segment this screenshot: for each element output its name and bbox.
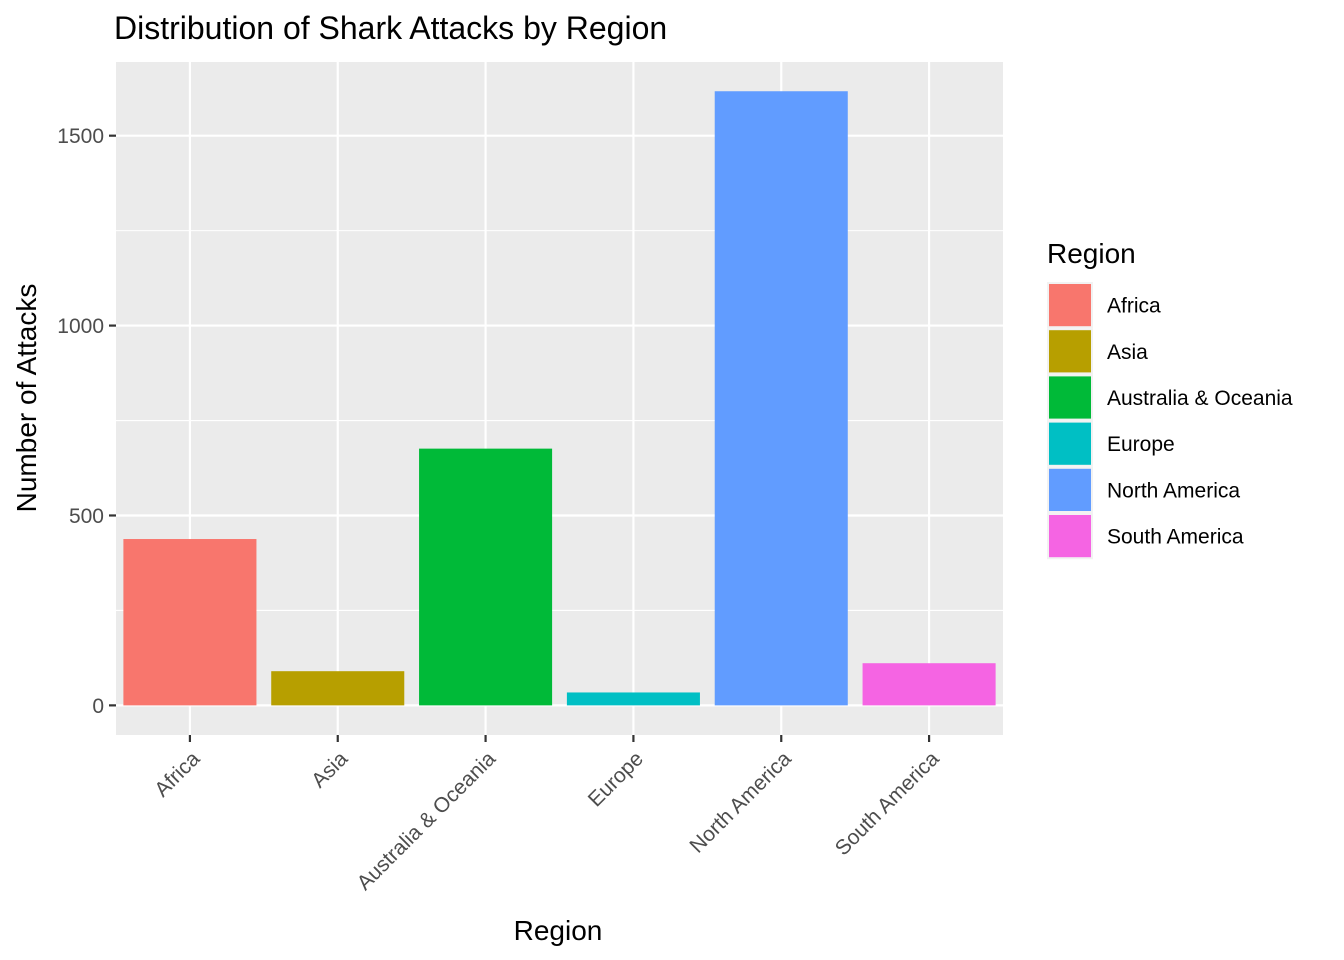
- legend-swatch: [1049, 284, 1091, 327]
- x-tick-label: Africa: [150, 747, 204, 801]
- y-tick-label: 500: [69, 505, 104, 528]
- x-tick-label: South America: [831, 747, 944, 860]
- bar-australia-oceania: [419, 448, 553, 706]
- bar-asia: [271, 671, 405, 706]
- plot-panel: [116, 62, 1003, 735]
- x-axis-title: Region: [514, 915, 603, 946]
- legend-swatch: [1049, 515, 1091, 558]
- x-tick-label: Australia & Oceania: [353, 747, 501, 895]
- x-tick-label: Asia: [307, 747, 352, 792]
- legend-swatch: [1049, 422, 1091, 465]
- y-axis: 0 500 1000 1500: [57, 125, 116, 718]
- legend-title: Region: [1047, 238, 1136, 269]
- legend-items: Africa Asia Australia & Oceania Europe North…: [1047, 282, 1293, 560]
- y-axis-title: Number of Attacks: [11, 284, 42, 513]
- y-tick-label: 1000: [57, 315, 104, 338]
- legend-label: South America: [1107, 526, 1244, 549]
- bar-europe: [566, 692, 700, 706]
- x-axis: Africa Asia Australia & Oceania Europe North…: [150, 735, 944, 895]
- bars: [123, 91, 996, 706]
- bar-north-america: [714, 91, 848, 706]
- x-tick-label: Europe: [584, 747, 648, 811]
- bar-africa: [123, 539, 257, 706]
- legend-label: Asia: [1107, 341, 1148, 364]
- legend-label: North America: [1107, 479, 1240, 502]
- bar-south-america: [862, 663, 996, 706]
- x-tick-label: North America: [685, 747, 796, 858]
- legend-label: Australia & Oceania: [1107, 387, 1293, 410]
- legend-swatch: [1049, 376, 1091, 419]
- y-tick-label: 0: [92, 695, 104, 718]
- y-tick-label: 1500: [57, 125, 104, 148]
- legend-swatch: [1049, 468, 1091, 511]
- legend-label: Africa: [1107, 295, 1161, 318]
- legend: Region Africa Asia Australia & Oceania Euro…: [1047, 238, 1293, 560]
- legend-swatch: [1049, 330, 1091, 373]
- chart-title: Distribution of Shark Attacks by Region: [114, 10, 667, 46]
- legend-label: Europe: [1107, 433, 1175, 456]
